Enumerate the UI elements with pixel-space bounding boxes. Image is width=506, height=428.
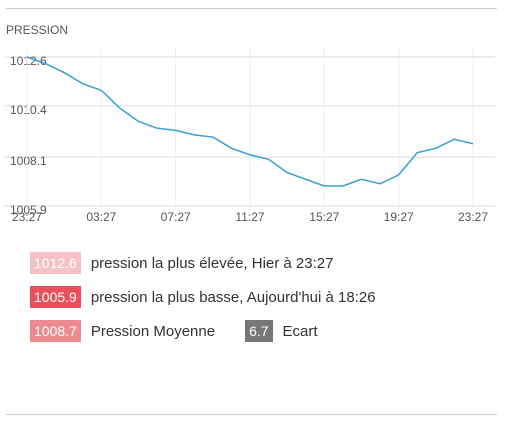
stat-label: Pression Moyenne [90, 322, 216, 340]
y-tick-label: 1005.9 [10, 203, 47, 217]
chart-title: PRESSION [6, 23, 68, 37]
stat-label: Ecart [282, 322, 318, 340]
divider [6, 414, 497, 415]
stat-value: 1005.9 [30, 286, 81, 308]
y-tick-label: 1012.6 [10, 54, 47, 68]
x-tick-label: 03:27 [86, 210, 116, 224]
stat-row: 1008.7 Pression Moyenne 6.7 Ecart [30, 320, 376, 342]
y-tick-label: 1008.1 [10, 154, 47, 168]
x-tick-label: 11:27 [235, 210, 264, 224]
stat-row: 1012.6 pression la plus élevée, Hier à 2… [30, 252, 376, 274]
stat-label: pression la plus élevée, Hier à 23:27 [90, 254, 334, 272]
stat-row: 1005.9 pression la plus basse, Aujourd'h… [30, 286, 376, 308]
stat-value: 1012.6 [30, 252, 81, 274]
x-tick-label: 23:27 [458, 210, 488, 224]
line [26, 56, 474, 187]
stats: 1012.6 pression la plus élevée, Hier à 2… [30, 252, 376, 354]
chart: PRESSION 1005.9 1008.1 1010.4 1012.6 23:27 03… [5, 23, 495, 224]
stat-value: 6.7 [245, 320, 273, 342]
y-tick-label: 1010.4 [10, 103, 47, 117]
divider [6, 8, 497, 9]
stat-value: 1008.7 [30, 320, 81, 342]
stat-label: pression la plus basse, Aujourd'hui à 18… [90, 288, 376, 306]
x-tick-label: 15:27 [309, 210, 339, 224]
x-tick-label: 07:27 [161, 210, 191, 224]
x-tick-label: 19:27 [384, 210, 414, 224]
x-tick-label: 23:27 [12, 210, 42, 224]
